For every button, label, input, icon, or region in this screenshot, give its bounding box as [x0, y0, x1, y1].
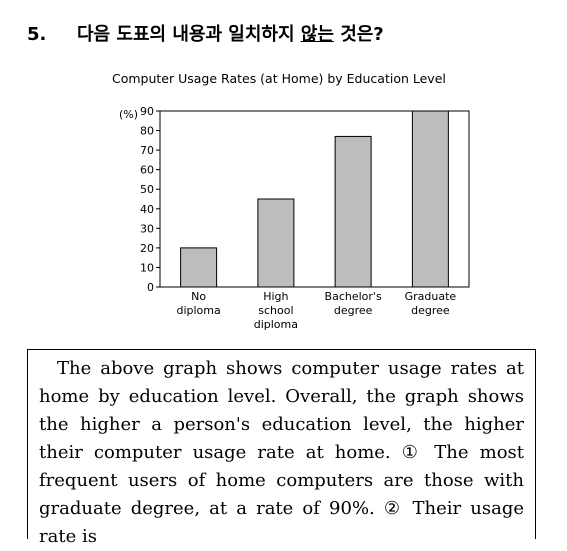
x-tick-label: diploma [176, 304, 220, 317]
x-tick-label: diploma [254, 318, 298, 331]
y-tick-label: 50 [140, 183, 154, 196]
y-axis-label: (%) [119, 108, 138, 121]
x-tick-label: Bachelor's [325, 290, 382, 303]
x-tick-label: Graduate [405, 290, 457, 303]
passage-text: The above graph shows computer usage rat… [39, 355, 524, 551]
y-tick-label: 0 [147, 281, 154, 294]
y-tick-label: 30 [140, 222, 154, 235]
y-tick-label: 40 [140, 203, 154, 216]
bar [335, 136, 371, 287]
bar [258, 199, 294, 287]
y-tick-label: 10 [140, 261, 154, 274]
bar [181, 248, 217, 287]
y-tick-label: 70 [140, 144, 154, 157]
x-tick-label: High [263, 290, 288, 303]
x-tick-label: degree [411, 304, 450, 317]
bar [412, 111, 448, 287]
bar-chart: 0102030405060708090(%)NodiplomaHighschoo… [0, 0, 567, 345]
passage-box: The above graph shows computer usage rat… [27, 349, 536, 539]
y-tick-label: 90 [140, 105, 154, 118]
y-tick-label: 20 [140, 242, 154, 255]
y-tick-label: 60 [140, 164, 154, 177]
x-tick-label: school [258, 304, 293, 317]
y-tick-label: 80 [140, 125, 154, 138]
x-tick-label: degree [334, 304, 373, 317]
x-tick-label: No [191, 290, 206, 303]
